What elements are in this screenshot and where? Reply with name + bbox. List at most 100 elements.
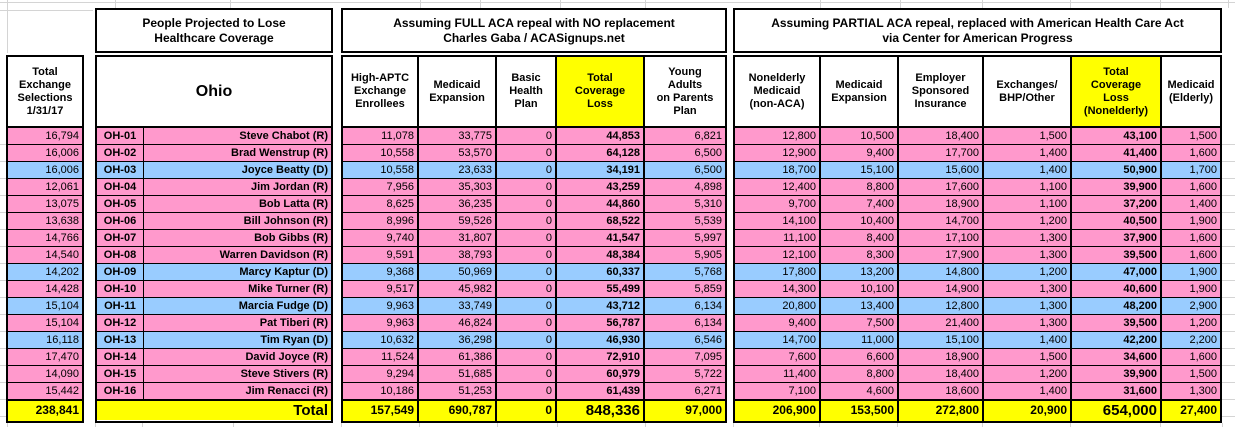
exchange-selections-cell[interactable]: 16,006: [8, 145, 82, 161]
partial-repeal-cell[interactable]: 18,400: [899, 128, 984, 144]
partial-repeal-cell[interactable]: 34,600: [1072, 349, 1162, 365]
full-repeal-cell[interactable]: 6,546: [645, 332, 725, 348]
district-code-cell[interactable]: OH-05: [97, 196, 144, 212]
full-repeal-cell[interactable]: 46,930: [557, 332, 645, 348]
partial-repeal-cell[interactable]: 6,600: [821, 349, 899, 365]
full-repeal-cell[interactable]: 6,500: [645, 162, 725, 178]
representative-cell[interactable]: David Joyce (R): [144, 349, 331, 365]
exchange-selections-cell[interactable]: 12,061: [8, 179, 82, 195]
total-partial-repeal-cell[interactable]: 272,800: [899, 401, 984, 421]
partial-repeal-cell[interactable]: 1,600: [1162, 230, 1220, 246]
column-header-nonelderly-medicaid-non-aca[interactable]: Nonelderly Medicaid (non-ACA): [735, 57, 821, 126]
partial-repeal-cell[interactable]: 15,600: [899, 162, 984, 178]
full-repeal-cell[interactable]: 7,956: [343, 179, 419, 195]
district-code-cell[interactable]: OH-01: [97, 128, 144, 144]
partial-repeal-cell[interactable]: 1,500: [1162, 366, 1220, 382]
exchange-selections-cell[interactable]: 15,104: [8, 298, 82, 314]
full-repeal-cell[interactable]: 36,235: [419, 196, 497, 212]
exchange-selections-cell[interactable]: 13,075: [8, 196, 82, 212]
partial-repeal-cell[interactable]: 1,300: [984, 298, 1072, 314]
full-repeal-cell[interactable]: 0: [497, 281, 557, 297]
full-repeal-cell[interactable]: 8,996: [343, 213, 419, 229]
full-repeal-cell[interactable]: 48,384: [557, 247, 645, 263]
partial-repeal-cell[interactable]: 47,000: [1072, 264, 1162, 280]
column-header-total-coverage-loss-nonelderly[interactable]: Total Coverage Loss (Nonelderly): [1072, 57, 1162, 126]
partial-repeal-cell[interactable]: 14,700: [735, 332, 821, 348]
district-code-cell[interactable]: OH-13: [97, 332, 144, 348]
full-repeal-cell[interactable]: 50,969: [419, 264, 497, 280]
partial-repeal-cell[interactable]: 1,200: [1162, 315, 1220, 331]
partial-repeal-cell[interactable]: 1,500: [984, 128, 1072, 144]
exchange-selections-cell[interactable]: 13,638: [8, 213, 82, 229]
column-header-medicaid-expansion[interactable]: Medicaid Expansion: [419, 57, 497, 126]
full-repeal-cell[interactable]: 0: [497, 366, 557, 382]
full-repeal-cell[interactable]: 0: [497, 332, 557, 348]
full-repeal-cell[interactable]: 41,547: [557, 230, 645, 246]
partial-repeal-cell[interactable]: 8,800: [821, 179, 899, 195]
partial-repeal-cell[interactable]: 12,800: [899, 298, 984, 314]
total-partial-repeal-cell[interactable]: 20,900: [984, 401, 1072, 421]
partial-repeal-cell[interactable]: 39,500: [1072, 315, 1162, 331]
total-label-cell[interactable]: Total: [97, 401, 331, 420]
partial-repeal-cell[interactable]: 39,900: [1072, 179, 1162, 195]
column-header-total-exchange-selections[interactable]: Total Exchange Selections 1/31/17: [17, 65, 73, 117]
full-repeal-cell[interactable]: 10,558: [343, 145, 419, 161]
representative-cell[interactable]: Tim Ryan (D): [144, 332, 331, 348]
partial-repeal-cell[interactable]: 17,100: [899, 230, 984, 246]
partial-repeal-cell[interactable]: 17,900: [899, 247, 984, 263]
partial-repeal-cell[interactable]: 1,200: [984, 366, 1072, 382]
partial-repeal-cell[interactable]: 12,100: [735, 247, 821, 263]
full-repeal-cell[interactable]: 5,905: [645, 247, 725, 263]
partial-repeal-cell[interactable]: 17,600: [899, 179, 984, 195]
full-repeal-cell[interactable]: 5,859: [645, 281, 725, 297]
full-repeal-cell[interactable]: 60,337: [557, 264, 645, 280]
full-repeal-cell[interactable]: 11,078: [343, 128, 419, 144]
full-repeal-cell[interactable]: 7,095: [645, 349, 725, 365]
full-repeal-cell[interactable]: 61,439: [557, 383, 645, 399]
partial-repeal-cell[interactable]: 14,100: [735, 213, 821, 229]
representative-cell[interactable]: Bill Johnson (R): [144, 213, 331, 229]
full-repeal-cell[interactable]: 31,807: [419, 230, 497, 246]
full-repeal-cell[interactable]: 72,910: [557, 349, 645, 365]
partial-repeal-cell[interactable]: 10,100: [821, 281, 899, 297]
full-repeal-cell[interactable]: 0: [497, 315, 557, 331]
full-repeal-cell[interactable]: 6,821: [645, 128, 725, 144]
district-code-cell[interactable]: OH-14: [97, 349, 144, 365]
partial-repeal-cell[interactable]: 1,200: [984, 213, 1072, 229]
partial-repeal-cell[interactable]: 7,100: [735, 383, 821, 399]
full-repeal-cell[interactable]: 9,517: [343, 281, 419, 297]
exchange-selections-cell[interactable]: 16,794: [8, 128, 82, 144]
full-repeal-cell[interactable]: 0: [497, 383, 557, 399]
partial-repeal-cell[interactable]: 1,400: [984, 162, 1072, 178]
column-header-employer-sponsored-insurance[interactable]: Employer Sponsored Insurance: [899, 57, 984, 126]
partial-repeal-cell[interactable]: 1,700: [1162, 162, 1220, 178]
partial-repeal-cell[interactable]: 1,100: [984, 179, 1072, 195]
district-code-cell[interactable]: OH-02: [97, 145, 144, 161]
partial-repeal-cell[interactable]: 7,500: [821, 315, 899, 331]
full-repeal-cell[interactable]: 33,749: [419, 298, 497, 314]
exchange-selections-cell[interactable]: 14,766: [8, 230, 82, 246]
total-exchange-cell[interactable]: 238,841: [8, 401, 82, 421]
full-repeal-cell[interactable]: 44,853: [557, 128, 645, 144]
partial-repeal-cell[interactable]: 40,600: [1072, 281, 1162, 297]
representative-cell[interactable]: Steve Stivers (R): [144, 366, 331, 382]
partial-repeal-cell[interactable]: 41,400: [1072, 145, 1162, 161]
full-repeal-cell[interactable]: 9,740: [343, 230, 419, 246]
total-partial-repeal-cell[interactable]: 153,500: [821, 401, 899, 421]
full-repeal-cell[interactable]: 0: [497, 213, 557, 229]
full-repeal-cell[interactable]: 51,253: [419, 383, 497, 399]
partial-repeal-cell[interactable]: 9,700: [735, 196, 821, 212]
full-repeal-cell[interactable]: 0: [497, 247, 557, 263]
full-repeal-cell[interactable]: 0: [497, 196, 557, 212]
exchange-selections-cell[interactable]: 14,428: [8, 281, 82, 297]
full-repeal-cell[interactable]: 10,558: [343, 162, 419, 178]
exchange-selections-cell[interactable]: 17,470: [8, 349, 82, 365]
partial-repeal-cell[interactable]: 13,400: [821, 298, 899, 314]
partial-repeal-cell[interactable]: 9,400: [735, 315, 821, 331]
partial-repeal-cell[interactable]: 14,900: [899, 281, 984, 297]
partial-repeal-cell[interactable]: 50,900: [1072, 162, 1162, 178]
full-repeal-cell[interactable]: 10,186: [343, 383, 419, 399]
partial-repeal-cell[interactable]: 11,100: [735, 230, 821, 246]
total-full-repeal-cell[interactable]: 157,549: [343, 401, 419, 421]
representative-cell[interactable]: Steve Chabot (R): [144, 128, 331, 144]
